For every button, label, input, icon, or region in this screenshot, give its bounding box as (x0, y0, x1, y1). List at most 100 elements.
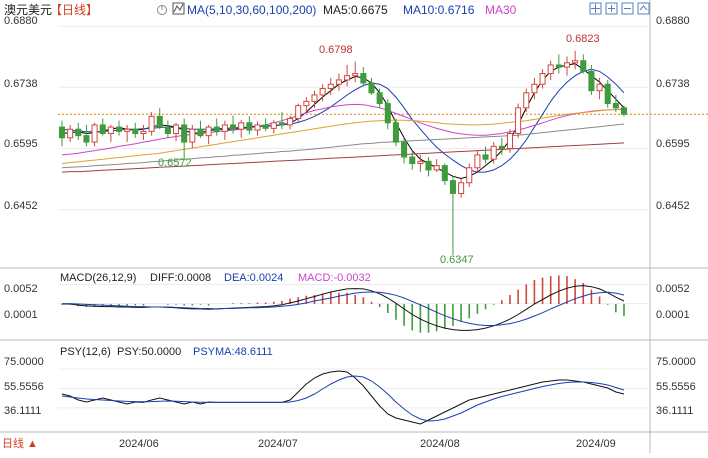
candle-body (425, 160, 432, 171)
candle-body (173, 124, 180, 135)
candle-body (335, 79, 342, 85)
ma5-value: MA5:0.6675 (323, 3, 388, 17)
candle-body (319, 88, 326, 96)
candle-body (409, 156, 416, 164)
candle-body (580, 60, 587, 72)
psy-line (61, 370, 625, 425)
psy-value: PSY:50.0000 (117, 346, 181, 358)
candle-body (115, 126, 123, 132)
period-switch-button[interactable]: 日线 ▲ (2, 436, 38, 450)
candle-body (523, 92, 530, 109)
price-tick-left: 0.6452 (4, 200, 38, 212)
candle-body (612, 103, 619, 109)
candle-body (490, 145, 497, 160)
low-annotation: 0.6347 (440, 254, 474, 266)
candle-body (83, 135, 90, 143)
macd-tick-left: 0.0001 (4, 309, 38, 321)
ma-line-ma100 (61, 123, 625, 169)
candle-body (270, 122, 277, 129)
price-tick-right: 0.6452 (656, 200, 690, 212)
candle-body (221, 124, 228, 132)
ma-line-ma60 (61, 108, 625, 164)
candle-body (360, 73, 367, 84)
candle-body (433, 165, 440, 171)
candle-body (474, 154, 481, 169)
price-tick-right: 0.6880 (656, 15, 690, 27)
toolbar (589, 2, 650, 15)
candle-body (303, 100, 310, 107)
price-tick-right: 0.6595 (656, 138, 690, 150)
candle-body (376, 92, 383, 105)
candle-body (58, 126, 66, 139)
candle-body (401, 141, 408, 158)
candle-body (327, 83, 334, 90)
high-annotation: 0.6798 (319, 44, 353, 56)
candle-body (295, 105, 302, 120)
candle-body (417, 160, 424, 164)
psyma-line (61, 375, 625, 422)
crosshair-icon[interactable] (589, 2, 602, 15)
candle-body (620, 107, 628, 115)
high-annotation: 0.6823 (566, 33, 600, 45)
candle-body (287, 118, 294, 126)
date-tick: 2024/09 (576, 438, 616, 450)
candle-body (132, 128, 139, 135)
psy-tick-left: 36.1111 (4, 405, 41, 417)
macd-histogram-value: MACD:-0.0032 (298, 272, 371, 284)
candle-body (181, 124, 188, 143)
date-tick: 2024/08 (420, 438, 460, 450)
psy-name: PSY(12,6) (60, 346, 111, 358)
candle-body (441, 165, 448, 182)
grid-lines (58, 25, 708, 409)
candle-body (466, 167, 473, 184)
candle-body (311, 94, 318, 102)
candle-body (254, 124, 261, 131)
candle-body (278, 122, 285, 126)
psy-tick-left: 75.0000 (4, 356, 44, 368)
candle-body (197, 128, 204, 137)
macd-dea-value: DEA:0.0024 (224, 272, 283, 284)
date-tick: 2024/07 (258, 438, 298, 450)
candle-body (555, 64, 562, 68)
macd-diff-line (62, 285, 625, 331)
zoom-in-icon[interactable] (605, 2, 618, 15)
candle-body (189, 128, 196, 143)
macd-diff-value: DIFF:0.0008 (150, 272, 211, 284)
macd-pane (61, 275, 625, 333)
candle-body (205, 126, 212, 137)
psyma-value: PSYMA:48.6111 (193, 346, 273, 358)
candle-body (213, 126, 220, 132)
moving-averages (61, 63, 625, 180)
expand-icon[interactable] (637, 2, 650, 15)
candle-body (563, 62, 571, 68)
candle-body (140, 130, 147, 135)
candle-body (262, 124, 269, 129)
candle-body (148, 115, 155, 132)
price-tick-left: 0.6738 (4, 78, 38, 90)
refresh-icon[interactable] (157, 5, 167, 15)
candle-body (238, 122, 245, 130)
candle-body (572, 60, 579, 64)
candle-body (498, 145, 505, 149)
ma-settings-icon[interactable] (172, 2, 185, 15)
ma-line-ma5 (61, 63, 625, 180)
candle-body (344, 75, 351, 81)
ma10-value: MA10:0.6716 (403, 3, 475, 17)
macd-dea-line (62, 291, 625, 326)
candle-body (67, 128, 74, 139)
ma-line-ma30 (61, 103, 624, 156)
candle-body (156, 115, 163, 128)
candle-body (449, 180, 456, 194)
psy-tick-left: 55.5556 (4, 381, 44, 393)
candle-body (482, 154, 489, 160)
candle-body (384, 103, 391, 124)
candle-body (230, 124, 237, 130)
candle-body (531, 83, 538, 94)
low-annotation: 0.6572 (158, 157, 192, 169)
candle-body (164, 126, 171, 135)
price-axis: 0.6880 0.6880 0.6738 0.6738 0.6595 0.659… (4, 15, 690, 212)
candles (58, 50, 628, 255)
zoom-out-icon[interactable] (621, 2, 634, 15)
period-tag[interactable]: 【日线】 (50, 3, 98, 17)
